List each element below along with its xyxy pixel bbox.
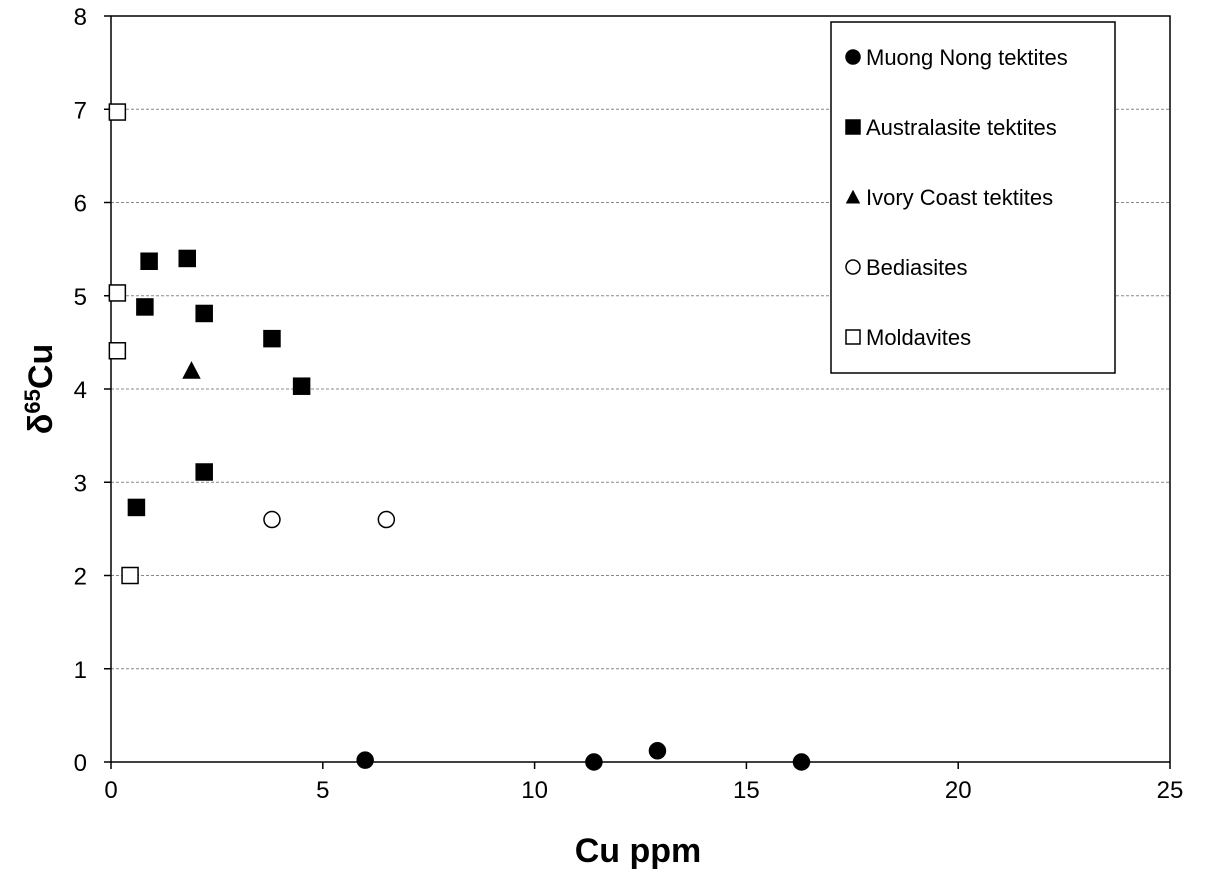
legend-label-muong-nong-tektites: Muong Nong tektites <box>866 45 1068 70</box>
legend: Muong Nong tektites Australasite tektites… <box>830 21 1116 374</box>
point-australasite-tektites-6 <box>195 463 213 481</box>
y-tick-label-8: 8 <box>74 4 87 31</box>
y-tick-label-7: 7 <box>74 97 87 124</box>
point-australasite-tektites-5 <box>292 377 311 395</box>
data-points <box>108 103 811 771</box>
y-axis-title: δ65Cu <box>20 344 60 434</box>
y-tick-label-1: 1 <box>74 657 87 684</box>
x-tick-label-5: 5 <box>316 777 329 804</box>
x-axis-ticks: 0 5 10 15 20 25 <box>104 762 1183 804</box>
point-ivory-coast-tektites-0 <box>182 361 201 379</box>
point-muong-nong-tektites-2 <box>648 742 667 760</box>
y-tick-label-3: 3 <box>74 470 87 497</box>
x-tick-label-0: 0 <box>104 777 117 804</box>
y-tick-label-6: 6 <box>74 191 87 218</box>
x-tick-label-10: 10 <box>521 777 548 804</box>
y-axis-ticks: 0 1 2 3 4 5 6 7 8 <box>74 4 111 777</box>
y-tick-label-4: 4 <box>74 377 87 404</box>
point-australasite-tektites-3 <box>195 304 213 323</box>
point-bediasites-1 <box>377 510 396 529</box>
legend-marker-muong-nong-tektites <box>845 49 861 65</box>
legend-items: Muong Nong tektites Australasite tektites… <box>845 45 1068 350</box>
legend-marker-moldavites <box>845 329 861 345</box>
point-moldavites-3 <box>121 566 139 585</box>
point-australasite-tektites-1 <box>178 249 196 268</box>
legend-box <box>830 21 1116 374</box>
x-tick-label-15: 15 <box>733 777 760 804</box>
y-tick-label-5: 5 <box>74 284 87 311</box>
x-tick-label-25: 25 <box>1157 777 1184 804</box>
point-australasite-tektites-7 <box>127 498 146 517</box>
legend-marker-bediasites <box>845 259 861 275</box>
point-australasite-tektites-0 <box>140 252 158 270</box>
point-muong-nong-tektites-1 <box>585 753 603 771</box>
point-moldavites-0 <box>108 103 127 121</box>
point-moldavites-2 <box>108 342 127 360</box>
y-tick-label-0: 0 <box>74 750 87 777</box>
y-axis-title-superscript: 65 <box>20 389 45 413</box>
legend-label-australasite-tektites: Australasite tektites <box>866 115 1057 140</box>
legend-label-moldavites: Moldavites <box>866 325 971 350</box>
point-australasite-tektites-2 <box>136 298 154 316</box>
point-bediasites-0 <box>263 510 281 529</box>
legend-marker-australasite-tektites <box>845 119 861 135</box>
y-axis-title-element: Cu <box>22 344 60 389</box>
point-muong-nong-tektites-3 <box>792 753 811 771</box>
y-axis-title-delta: δ <box>22 414 60 435</box>
legend-marker-ivory-coast-tektites <box>845 189 861 204</box>
y-tick-label-2: 2 <box>74 564 87 591</box>
point-muong-nong-tektites-0 <box>356 751 374 769</box>
x-tick-label-20: 20 <box>945 777 972 804</box>
point-australasite-tektites-4 <box>263 329 281 348</box>
point-moldavites-1 <box>108 284 127 302</box>
x-axis-title: Cu ppm <box>575 832 702 870</box>
legend-label-bediasites: Bediasites <box>866 255 968 280</box>
legend-label-ivory-coast-tektites: Ivory Coast tektites <box>866 185 1053 210</box>
